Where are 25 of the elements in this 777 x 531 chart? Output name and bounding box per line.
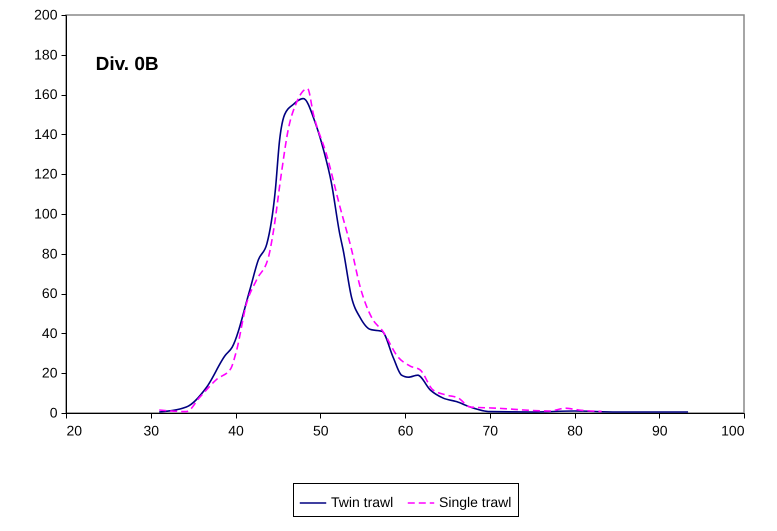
y-tick-label: 200 <box>34 6 58 22</box>
y-tick-label: 20 <box>42 364 58 381</box>
legend-label: Single trawl <box>439 494 512 510</box>
y-tick-label: 180 <box>34 46 58 62</box>
y-tick-label: 100 <box>34 206 58 222</box>
x-tick-label: 70 <box>482 422 498 438</box>
line-series <box>158 88 602 412</box>
y-tick-label: 160 <box>34 86 58 102</box>
x-tick-label: 60 <box>398 422 414 438</box>
legend-label: Twin trawl <box>331 494 394 510</box>
y-tick-label: 120 <box>34 166 58 182</box>
line-series <box>158 98 689 413</box>
x-tick-label: 100 <box>721 422 745 438</box>
y-tick-label: 60 <box>42 285 58 302</box>
x-tick-label: 30 <box>143 422 160 438</box>
y-tick-label: 140 <box>34 126 58 142</box>
y-tick-label: 0 <box>50 404 58 420</box>
text: Div. 0B <box>96 54 159 75</box>
y-tick-label: 40 <box>42 324 58 341</box>
y-tick-label: 80 <box>42 245 58 262</box>
x-tick-label: 50 <box>312 422 329 438</box>
x-tick-label: 90 <box>652 422 668 438</box>
x-tick-label: 80 <box>567 422 583 438</box>
x-tick-label: 20 <box>66 422 82 438</box>
x-tick-label: 40 <box>228 422 244 438</box>
